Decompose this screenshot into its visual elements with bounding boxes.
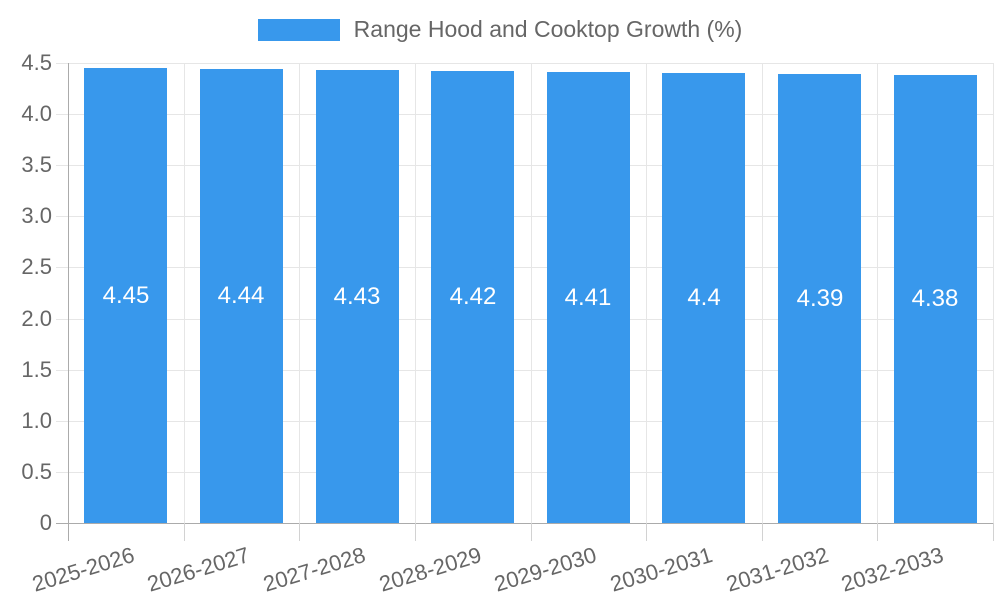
x-axis-label: 2028-2029: [376, 542, 485, 597]
y-axis-label: 3.0: [21, 203, 52, 228]
y-gridline: [68, 267, 993, 268]
y-axis-tick: [56, 319, 68, 320]
y-gridline: [68, 421, 993, 422]
y-axis-label: 0.5: [21, 459, 52, 484]
bar-value-label: 4.42: [449, 283, 497, 310]
x-axis-tick: [184, 523, 185, 541]
y-axis-label: 3.5: [21, 152, 52, 177]
y-axis-tick: [56, 63, 68, 64]
y-axis-label: 1.5: [21, 357, 52, 382]
x-axis-tick: [415, 523, 416, 541]
bar-value-label: 4.45: [102, 282, 150, 309]
x-axis-label: 2032-2033: [838, 542, 947, 597]
x-axis-label: 2025-2026: [29, 542, 138, 597]
y-axis-label: 0: [39, 510, 52, 535]
bar[interactable]: [662, 73, 745, 523]
x-axis-tick: [646, 523, 647, 541]
bar-value-label: 4.41: [564, 284, 612, 311]
y-axis-label: 4.5: [21, 50, 52, 75]
bar-value-label: 4.43: [333, 283, 381, 310]
y-gridline: [68, 370, 993, 371]
y-axis-tick: [56, 421, 68, 422]
y-axis-tick: [56, 114, 68, 115]
bar[interactable]: [431, 71, 514, 523]
x-gridline: [415, 63, 416, 523]
bar-value-label: 4.38: [911, 285, 959, 312]
y-gridline: [68, 165, 993, 166]
y-axis-tick: [56, 370, 68, 371]
x-axis-label: 2027-2028: [260, 542, 369, 597]
y-axis-label: 4.0: [21, 101, 52, 126]
x-axis-label: 2031-2032: [723, 542, 832, 597]
y-gridline: [68, 63, 993, 64]
y-gridline: [68, 472, 993, 473]
x-axis-tick: [68, 523, 69, 541]
y-axis-tick: [56, 472, 68, 473]
bar[interactable]: [84, 68, 167, 523]
x-gridline: [993, 63, 994, 523]
y-axis-tick: [56, 523, 68, 524]
x-gridline: [877, 63, 878, 523]
x-gridline: [646, 63, 647, 523]
x-axis-tick: [762, 523, 763, 541]
bar[interactable]: [547, 72, 630, 523]
x-gridline: [531, 63, 532, 523]
y-gridline: [68, 216, 993, 217]
x-axis-tick: [531, 523, 532, 541]
x-gridline: [762, 63, 763, 523]
y-axis-label: 2.5: [21, 254, 52, 279]
legend-label: Range Hood and Cooktop Growth (%): [353, 16, 743, 42]
bar-value-label: 4.44: [217, 282, 265, 309]
y-axis-tick: [56, 216, 68, 217]
y-axis-label: 2.0: [21, 306, 52, 331]
x-axis-label: 2030-2031: [607, 542, 716, 597]
x-gridline: [184, 63, 185, 523]
x-axis-tick: [299, 523, 300, 541]
legend-swatch: [257, 18, 340, 41]
y-gridline: [68, 523, 993, 524]
bar[interactable]: [894, 75, 977, 523]
y-axis-line: [68, 63, 69, 523]
bar-value-label: 4.39: [796, 285, 844, 312]
bar[interactable]: [316, 70, 399, 523]
y-gridline: [68, 114, 993, 115]
y-axis-tick: [56, 165, 68, 166]
bar[interactable]: [778, 74, 861, 523]
x-axis-tick: [993, 523, 994, 541]
x-axis-tick: [877, 523, 878, 541]
bar[interactable]: [200, 69, 283, 523]
x-axis-label: 2029-2030: [491, 542, 600, 597]
x-gridline: [299, 63, 300, 523]
legend-item[interactable]: Range Hood and Cooktop Growth (%): [0, 18, 1000, 41]
bar-value-label: 4.4: [687, 284, 721, 311]
x-axis-label: 2026-2027: [144, 542, 253, 597]
y-axis-tick: [56, 267, 68, 268]
y-axis-label: 1.0: [21, 408, 52, 433]
y-gridline: [68, 319, 993, 320]
